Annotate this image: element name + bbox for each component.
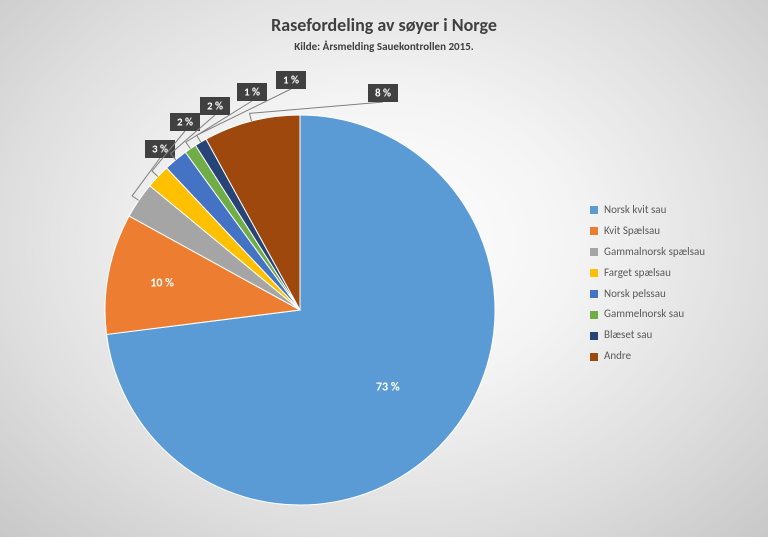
slice-label: 2 % — [207, 100, 223, 113]
slice-label: 3 % — [152, 143, 168, 156]
legend-label: Gammalnorsk spælsau — [604, 242, 705, 263]
legend-item: Norsk pelssau — [590, 284, 705, 305]
legend-swatch — [590, 353, 598, 361]
slice-label: 2 % — [177, 116, 193, 129]
legend-label: Norsk kvit sau — [604, 200, 666, 221]
legend-label: Andre — [604, 346, 631, 367]
legend-item: Andre — [590, 346, 705, 367]
legend-swatch — [590, 332, 598, 340]
legend-label: Kvit Spælsau — [604, 221, 660, 242]
legend-label: Farget spælsau — [604, 263, 671, 284]
legend-item: Norsk kvit sau — [590, 200, 705, 221]
legend-item: Gammalnorsk spælsau — [590, 242, 705, 263]
legend-swatch — [590, 206, 598, 214]
slice-label: 10 % — [150, 277, 174, 291]
legend-label: Blæset sau — [604, 325, 652, 346]
slice-label: 1 % — [244, 86, 260, 99]
legend-swatch — [590, 227, 598, 235]
chart-canvas: Rasefordeling av søyer i Norge Kilde: År… — [0, 0, 768, 537]
legend-item: Gammelnorsk sau — [590, 304, 705, 325]
legend-item: Blæset sau — [590, 325, 705, 346]
legend-swatch — [590, 311, 598, 319]
legend-label: Gammelnorsk sau — [604, 304, 684, 325]
legend: Norsk kvit sauKvit SpælsauGammalnorsk sp… — [590, 200, 705, 367]
slice-label: 8 % — [375, 87, 391, 100]
legend-item: Farget spælsau — [590, 263, 705, 284]
legend-swatch — [590, 269, 598, 277]
legend-swatch — [590, 248, 598, 256]
slice-label: 73 % — [376, 380, 400, 394]
legend-swatch — [590, 290, 598, 298]
legend-label: Norsk pelssau — [604, 284, 666, 305]
slice-label: 1 % — [283, 74, 299, 87]
legend-item: Kvit Spælsau — [590, 221, 705, 242]
